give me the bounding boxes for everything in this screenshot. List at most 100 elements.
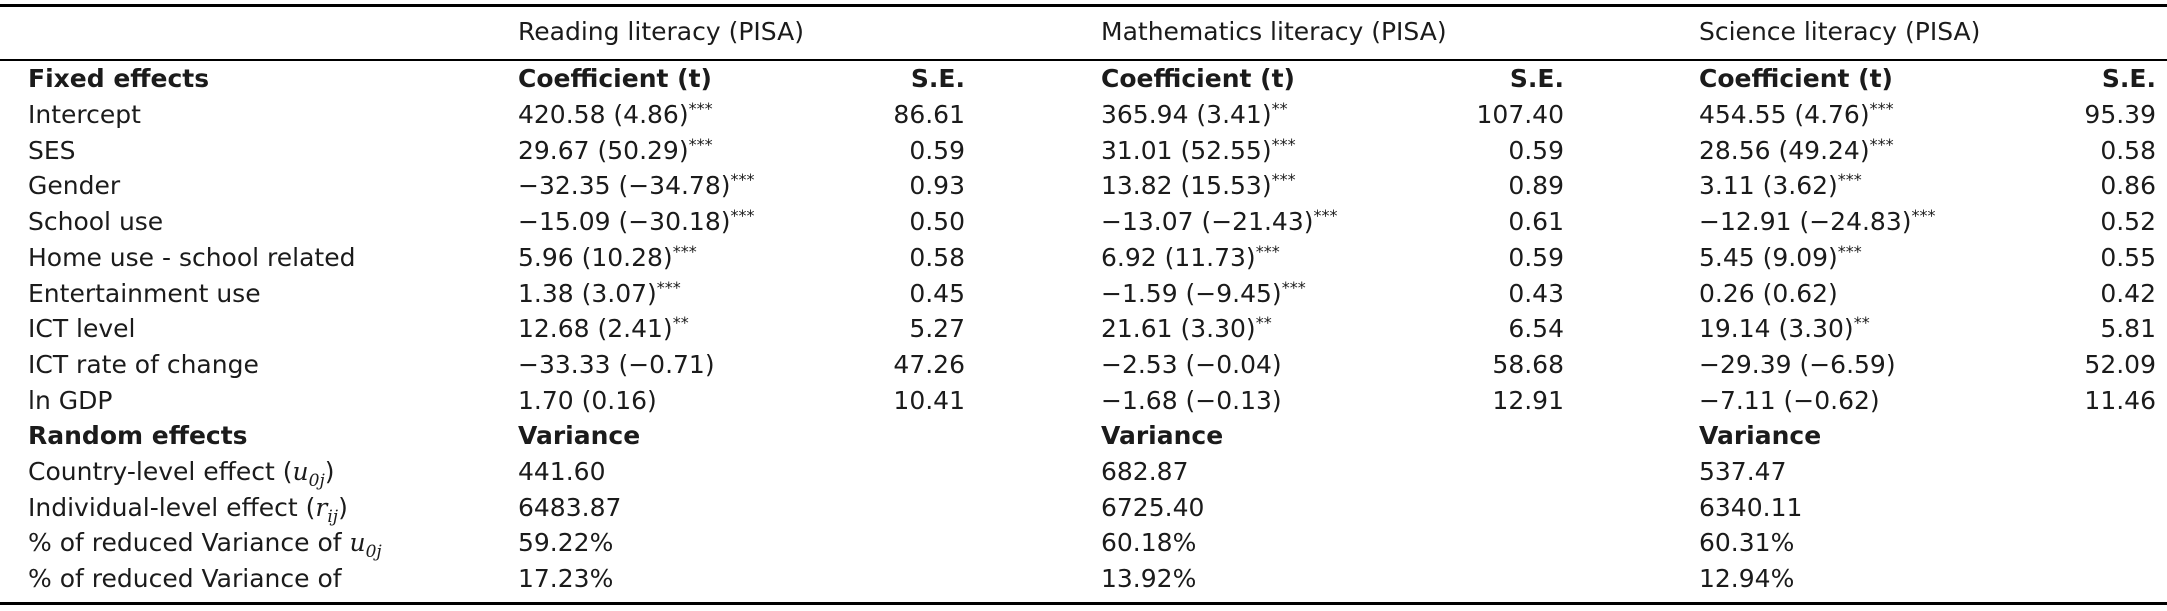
reading-significance-stars: ***: [730, 206, 755, 226]
random-effects-header-row: Random effects Variance Variance Varianc…: [0, 418, 2167, 454]
math-coefficient: −13.07 (−21.43)***: [1101, 204, 1338, 240]
reading-coefficient-value: −32.35 (−34.78): [518, 171, 731, 201]
row-label: Entertainment use: [28, 278, 261, 308]
row-label: Gender: [28, 171, 121, 201]
reading-significance-stars: ***: [672, 241, 697, 261]
science-significance-stars: ***: [1837, 241, 1862, 261]
reading-variance: 59.22%: [518, 528, 614, 558]
math-significance-stars: ***: [1313, 206, 1338, 226]
math-coefficient-value: 31.01 (52.55): [1101, 135, 1272, 165]
math-significance-stars: ***: [1255, 241, 1280, 261]
math-coefficient: −1.68 (−0.13): [1101, 383, 1282, 419]
table-row: ICT level 12.68 (2.41)** 5.27 21.61 (3.30)*…: [0, 311, 2167, 347]
math-standard-error: 107.40: [1476, 100, 1564, 129]
reading-variance-header: Variance: [518, 421, 641, 451]
science-standard-error: 95.39: [2084, 100, 2156, 129]
row-label-text: % of reduced Variance of: [28, 564, 342, 594]
science-standard-error: 5.81: [2100, 314, 2156, 344]
reading-coefficient-value: −33.33 (−0.71): [518, 349, 715, 379]
science-coefficient: −7.11 (−0.62): [1699, 383, 1880, 419]
reading-coefficient-value: 1.38 (3.07): [518, 278, 657, 308]
science-variance: 12.94%: [1699, 564, 1795, 594]
math-se-header: S.E.: [1509, 64, 1564, 93]
row-label: ln GDP: [28, 385, 113, 415]
math-variance: 13.92%: [1101, 564, 1197, 594]
science-standard-error: 0.52: [2100, 207, 2156, 237]
math-variance: 682.87: [1101, 457, 1189, 486]
reading-se-header: S.E.: [910, 64, 965, 93]
table-row: Entertainment use 1.38 (3.07)*** 0.45 −1.59…: [0, 276, 2167, 312]
row-label: Home use - school related: [28, 242, 356, 272]
science-coefficient: 5.45 (9.09)***: [1699, 240, 1862, 276]
math-standard-error: 0.43: [1508, 278, 1564, 308]
math-coefficient: −2.53 (−0.04): [1101, 347, 1282, 383]
math-significance-stars: **: [1255, 313, 1272, 333]
math-coef-header: Coefficient (t): [1101, 64, 1295, 93]
math-significance-stars: **: [1271, 99, 1288, 118]
science-coefficient-value: 3.11 (3.62): [1699, 171, 1838, 201]
science-standard-error: 52.09: [2084, 349, 2156, 379]
top-rule: [0, 4, 2167, 7]
science-group-header: Science literacy (PISA): [1699, 17, 1981, 46]
reading-coefficient: 5.96 (10.28)***: [518, 240, 697, 276]
science-variance: 6340.11: [1699, 492, 1803, 522]
reading-coefficient-value: 12.68 (2.41): [518, 314, 673, 344]
math-coefficient-value: 21.61 (3.30): [1101, 314, 1256, 344]
reading-significance-stars: ***: [688, 134, 713, 154]
science-coefficient: 19.14 (3.30)**: [1699, 311, 1870, 347]
reading-standard-error: 0.50: [909, 207, 965, 237]
reading-group-header: Reading literacy (PISA): [518, 17, 804, 46]
reading-coefficient-value: −15.09 (−30.18): [518, 207, 731, 237]
table-row: Gender −32.35 (−34.78)*** 0.93 13.82 (15.53…: [0, 168, 2167, 204]
table-row: Individual-level effect (rij) 6483.87 6725…: [0, 490, 2167, 526]
math-variance: 6725.40: [1101, 492, 1205, 522]
math-variance: 60.18%: [1101, 528, 1197, 558]
reading-coefficient-value: 5.96 (10.28): [518, 242, 673, 272]
math-subscript: ij: [327, 506, 339, 527]
science-coefficient-value: 454.55 (4.76): [1699, 100, 1870, 129]
math-coefficient-value: −2.53 (−0.04): [1101, 349, 1282, 379]
math-coefficient-value: 6.92 (11.73): [1101, 242, 1256, 272]
row-label: SES: [28, 135, 76, 165]
science-significance-stars: ***: [1911, 206, 1936, 226]
reading-standard-error: 5.27: [909, 314, 965, 344]
bottom-rule: [0, 602, 2167, 605]
table-row: Country-level effect (u0j) 441.60 682.87 53…: [0, 454, 2167, 490]
science-variance-header: Variance: [1699, 421, 1822, 451]
row-label: % of reduced Variance of: [28, 561, 342, 597]
reading-significance-stars: ***: [688, 99, 713, 118]
reading-coefficient: −33.33 (−0.71): [518, 347, 715, 383]
math-coefficient-value: −13.07 (−21.43): [1101, 207, 1314, 237]
reading-standard-error: 0.59: [909, 135, 965, 165]
reading-coefficient: 1.38 (3.07)***: [518, 276, 681, 312]
row-label: ICT level: [28, 314, 136, 344]
science-variance: 60.31%: [1699, 528, 1795, 558]
header-rule: [0, 59, 2167, 61]
row-label: % of reduced Variance of u0j: [28, 525, 382, 561]
science-coefficient: 454.55 (4.76)***: [1699, 97, 1894, 133]
table-row: Intercept 420.58 (4.86)*** 86.61 365.94 (3.…: [0, 97, 2167, 133]
science-significance-stars: ***: [1869, 99, 1894, 118]
table-row: ln GDP 1.70 (0.16) 10.41 −1.68 (−0.13) 12.91…: [0, 383, 2167, 419]
reading-standard-error: 0.45: [909, 278, 965, 308]
reading-coefficient: 12.68 (2.41)**: [518, 311, 689, 347]
math-coefficient-value: 13.82 (15.53): [1101, 171, 1272, 201]
reading-standard-error: 47.26: [893, 349, 965, 379]
math-symbol: u: [292, 457, 309, 486]
fixed-effects-header-row: Fixed effects Coefficient (t) S.E. Coeff…: [0, 61, 2167, 97]
reading-significance-stars: ***: [656, 277, 681, 297]
reading-coefficient-value: 29.67 (50.29): [518, 135, 689, 165]
reading-coefficient: 1.70 (0.16): [518, 383, 657, 419]
science-coefficient: −29.39 (−6.59): [1699, 347, 1896, 383]
science-coefficient-value: 28.56 (49.24): [1699, 135, 1870, 165]
row-label: Country-level effect (u0j): [28, 454, 335, 490]
reading-coefficient: 420.58 (4.86)***: [518, 97, 713, 133]
row-label-suffix: ): [324, 457, 335, 486]
math-coefficient: 31.01 (52.55)***: [1101, 133, 1296, 169]
math-standard-error: 0.89: [1508, 171, 1564, 201]
math-coefficient-value: −1.59 (−9.45): [1101, 278, 1282, 308]
math-subscript: 0j: [365, 542, 382, 563]
table-row: % of reduced Variance of 17.23% 13.92% 12.9…: [0, 561, 2167, 597]
science-variance: 537.47: [1699, 457, 1787, 486]
reading-standard-error: 86.61: [893, 100, 965, 129]
